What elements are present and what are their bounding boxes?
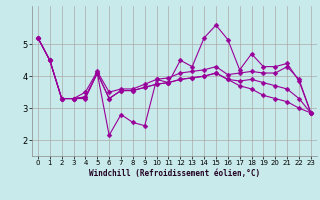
X-axis label: Windchill (Refroidissement éolien,°C): Windchill (Refroidissement éolien,°C) [89, 169, 260, 178]
